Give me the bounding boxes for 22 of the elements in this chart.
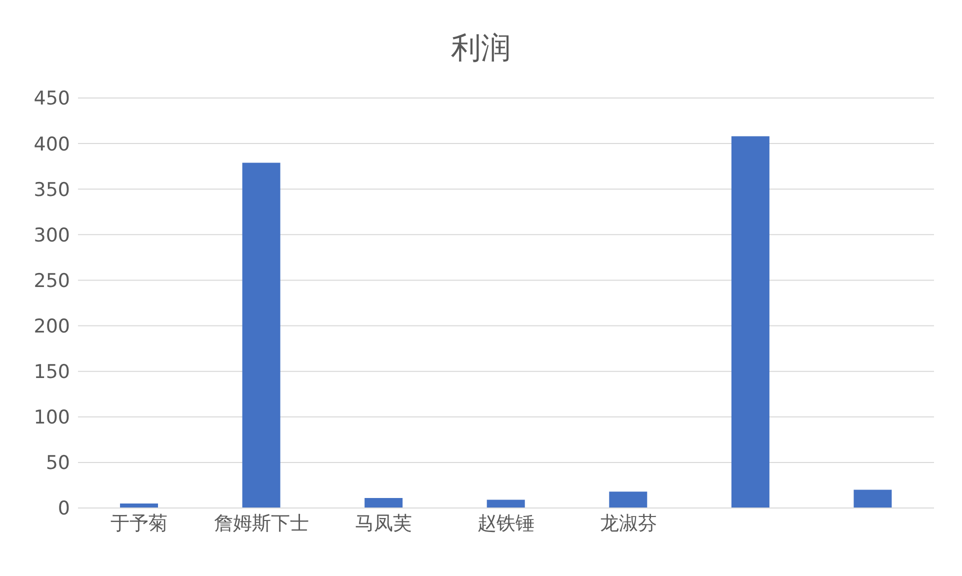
y-tick-label: 50 xyxy=(46,452,70,474)
x-tick-label: 龙淑芬 xyxy=(600,512,657,534)
y-tick-label: 450 xyxy=(34,88,70,110)
y-tick-label: 100 xyxy=(34,406,70,429)
x-tick-label: 于予菊 xyxy=(110,512,168,534)
bar xyxy=(486,500,525,508)
chart-title: 利润 xyxy=(450,30,512,68)
y-tick-label: 400 xyxy=(34,133,70,156)
y-tick-label: 300 xyxy=(34,224,70,246)
bar xyxy=(609,492,648,508)
y-tick-label: 150 xyxy=(34,361,70,384)
bar xyxy=(854,490,892,508)
bar xyxy=(731,136,770,508)
x-tick-label: 詹姆斯下士 xyxy=(214,512,309,534)
y-tick-label: 250 xyxy=(34,270,70,292)
x-tick-label: 赵铁锤 xyxy=(478,512,534,534)
bar xyxy=(364,498,403,508)
bar xyxy=(242,162,280,508)
y-tick-label: 200 xyxy=(34,316,70,338)
y-tick-label: 350 xyxy=(34,178,70,201)
x-tick-label: 马凤芙 xyxy=(355,512,412,534)
y-tick-label: 0 xyxy=(58,498,70,520)
